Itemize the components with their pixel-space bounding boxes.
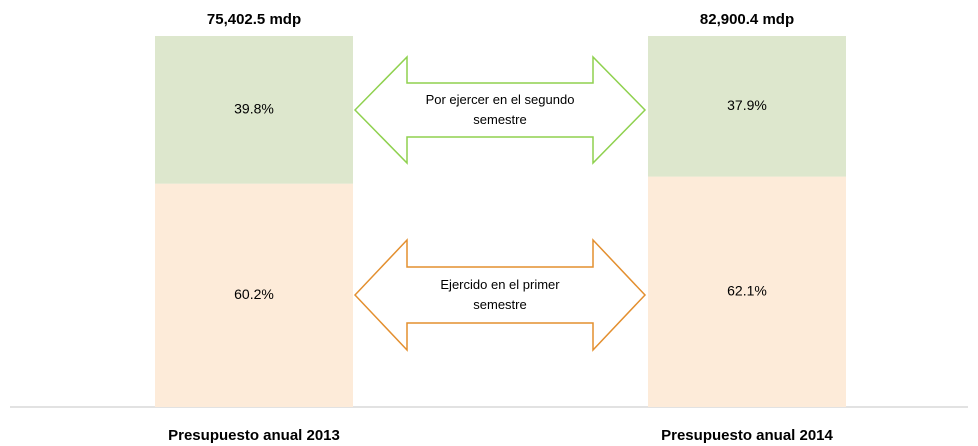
arrow bbox=[353, 238, 647, 352]
value-label: 62.1% bbox=[727, 283, 767, 299]
x-tick-label: Presupuesto anual 2013 bbox=[168, 427, 340, 444]
bar-segment bbox=[648, 36, 846, 177]
bar-segment bbox=[155, 183, 353, 407]
value-label: 37.9% bbox=[727, 97, 767, 113]
bar-segment bbox=[155, 36, 353, 184]
total-label: 75,402.5 mdp bbox=[207, 11, 301, 28]
arrow-label-box: Por ejercer en el segundo semestre bbox=[425, 92, 575, 127]
total-label: 82,900.4 mdp bbox=[700, 11, 794, 28]
arrow-label: Por ejercer en el segundo semestre bbox=[425, 92, 575, 127]
bar-segment bbox=[648, 176, 846, 407]
value-label: 39.8% bbox=[234, 101, 274, 117]
arrow-label-box: Ejercido en el primer semestre bbox=[440, 277, 560, 312]
arrow-label: Ejercido en el primer semestre bbox=[440, 277, 560, 312]
x-tick-label: Presupuesto anual 2014 bbox=[661, 427, 833, 444]
value-label: 60.2% bbox=[234, 286, 274, 302]
arrow bbox=[353, 55, 647, 165]
